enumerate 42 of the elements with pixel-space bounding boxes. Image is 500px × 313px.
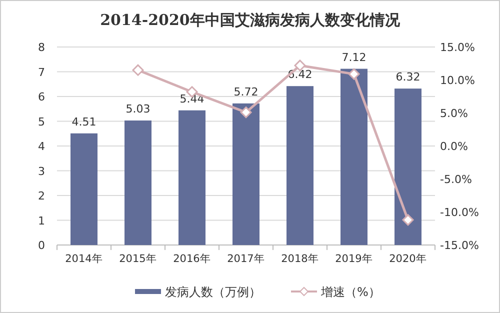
y-tick-label: 4 bbox=[38, 140, 45, 153]
chart-title: 2014-2020年中国艾滋病发病人数变化情况 bbox=[100, 11, 401, 29]
point bbox=[132, 64, 144, 76]
legend-label: 增速（%） bbox=[320, 285, 380, 299]
y2-tick-label: 0.0% bbox=[440, 140, 468, 153]
y-tick-label: 2 bbox=[38, 190, 45, 202]
x-tick-label: 2019年 bbox=[335, 253, 373, 265]
y2-tick-label: -5.0% bbox=[440, 173, 472, 186]
x-tick-label: 2014年 bbox=[65, 253, 103, 265]
bar bbox=[286, 86, 314, 245]
y-tick-label: 7 bbox=[38, 66, 45, 79]
y2-tick-label: 10.0% bbox=[440, 74, 475, 87]
y-tick-label: 3 bbox=[38, 164, 45, 178]
y-tick-label: 5 bbox=[38, 115, 45, 128]
data-label: 7.12 bbox=[342, 50, 366, 64]
y2-tick-label: -10.0% bbox=[440, 206, 479, 219]
y-tick-label: 6 bbox=[38, 90, 45, 104]
x-tick-label: 2020年 bbox=[389, 253, 427, 265]
x-tick-label: 2015年 bbox=[119, 253, 157, 265]
y-tick-label: 8 bbox=[38, 41, 45, 54]
bar bbox=[178, 110, 206, 245]
x-tick-label: 2017年 bbox=[227, 253, 265, 265]
y2-tick-label: 5.0% bbox=[440, 107, 468, 120]
bar bbox=[124, 120, 152, 245]
data-label: 4.51 bbox=[72, 115, 96, 128]
y2-tick-label: -15.0% bbox=[440, 239, 479, 252]
x-tick-label: 2018年 bbox=[281, 253, 319, 265]
legend-label: 发病人数（万例） bbox=[165, 285, 261, 299]
x-tick-label: 2016年 bbox=[173, 253, 211, 265]
data-label: 5.72 bbox=[234, 85, 258, 98]
data-label: 6.32 bbox=[396, 70, 420, 84]
y-tick-label: 0 bbox=[38, 239, 45, 252]
y2-tick-label: 15.0% bbox=[440, 41, 475, 54]
point bbox=[402, 214, 414, 226]
bar bbox=[70, 133, 98, 245]
data-label: 5.03 bbox=[126, 102, 150, 116]
y-tick-label: 1 bbox=[38, 214, 45, 228]
point bbox=[348, 68, 360, 80]
bar bbox=[232, 103, 260, 245]
bar bbox=[394, 88, 422, 245]
point bbox=[240, 106, 252, 118]
bar bbox=[340, 68, 368, 245]
